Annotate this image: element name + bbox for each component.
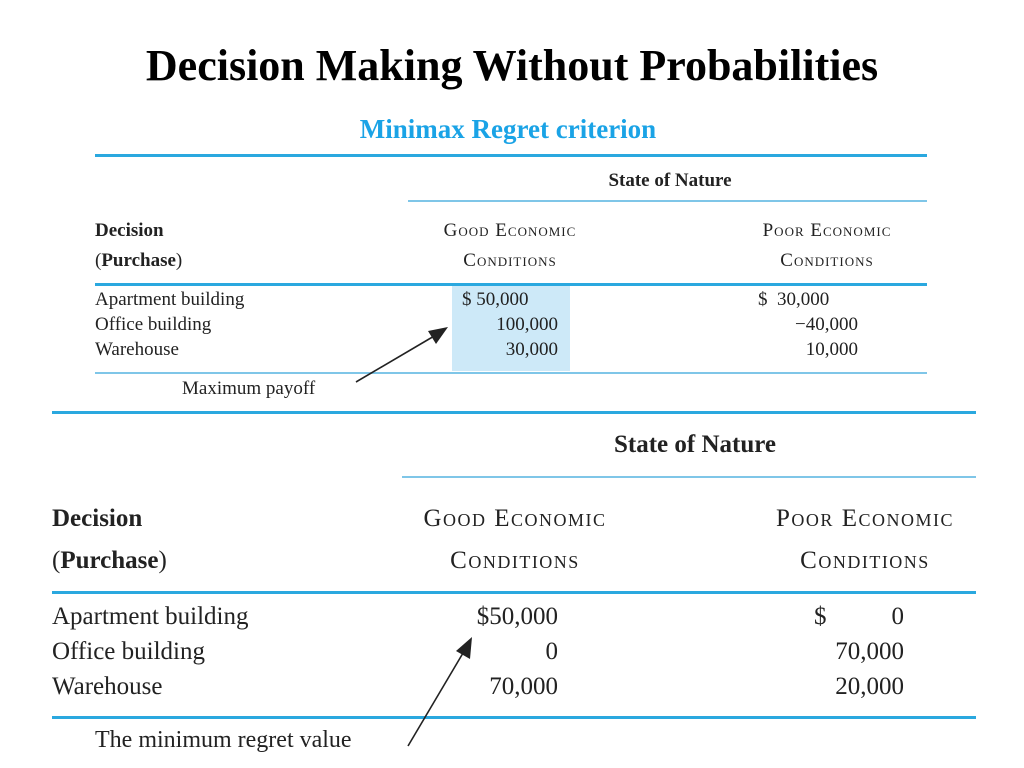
payoff-col-poor-line2: Conditions <box>780 250 874 271</box>
payoff-header-rule <box>95 283 927 286</box>
regret-state-rule <box>402 476 976 478</box>
payoff-col-good-line2: Conditions <box>463 250 557 271</box>
payoff-top-rule <box>95 154 927 157</box>
payoff-row-label: Apartment building <box>95 289 245 310</box>
payoff-decision-header: Decision <box>95 220 164 241</box>
payoff-col-good-line1: Good Economic <box>443 220 577 241</box>
payoff-annotation: Maximum payoff <box>182 378 316 399</box>
regret-poor-value: 70,000 <box>835 638 904 665</box>
regret-col-poor-line2: Conditions <box>800 547 930 574</box>
regret-col-poor-line1: Poor Economic <box>776 505 954 532</box>
payoff-good-value: 100,000 <box>496 314 558 335</box>
payoff-state-header: State of Nature <box>608 170 732 191</box>
regret-bottom-rule <box>52 716 976 719</box>
regret-state-header: State of Nature <box>614 431 776 458</box>
payoff-poor-value: −40,000 <box>795 314 858 335</box>
slide-subtitle: Minimax Regret criterion <box>359 114 657 144</box>
payoff-row-label: Warehouse <box>95 339 179 360</box>
regret-header-rule <box>52 591 976 594</box>
payoff-col-poor-line1: Poor Economic <box>762 220 892 241</box>
payoff-poor-value: $ 30,000 <box>758 289 830 310</box>
regret-arrow-icon <box>407 637 472 747</box>
payoff-highlight-column <box>452 286 570 371</box>
payoff-poor-value: 10,000 <box>805 339 858 360</box>
payoff-purchase-header: (Purchase) <box>95 250 183 271</box>
regret-col-good-line1: Good Economic <box>423 505 607 532</box>
regret-good-value: 0 <box>545 638 559 665</box>
regret-col-good-line2: Conditions <box>450 547 580 574</box>
regret-annotation: The minimum regret value <box>95 727 352 753</box>
regret-poor-value: 20,000 <box>835 673 904 700</box>
regret-poor-sign: $ <box>814 603 827 630</box>
regret-row-label: Office building <box>52 638 205 665</box>
slide-title: Decision Making Without Probabilities <box>145 41 879 90</box>
regret-row-label: Apartment building <box>52 603 249 630</box>
regret-decision-header: Decision <box>52 505 143 532</box>
payoff-good-value: 30,000 <box>505 339 558 360</box>
regret-good-value: $50,000 <box>476 603 558 630</box>
regret-poor-value: 0 <box>891 603 905 630</box>
payoff-bottom-rule <box>95 372 927 374</box>
payoff-good-value: $ 50,000 <box>462 289 529 310</box>
payoff-row-label: Office building <box>95 314 212 335</box>
regret-good-value: 70,000 <box>489 673 558 700</box>
payoff-state-rule <box>408 200 927 202</box>
regret-row-label: Warehouse <box>52 673 163 700</box>
regret-top-rule <box>52 411 976 414</box>
payoff-arrow-icon <box>355 327 448 383</box>
regret-purchase-header: (Purchase) <box>52 547 167 574</box>
